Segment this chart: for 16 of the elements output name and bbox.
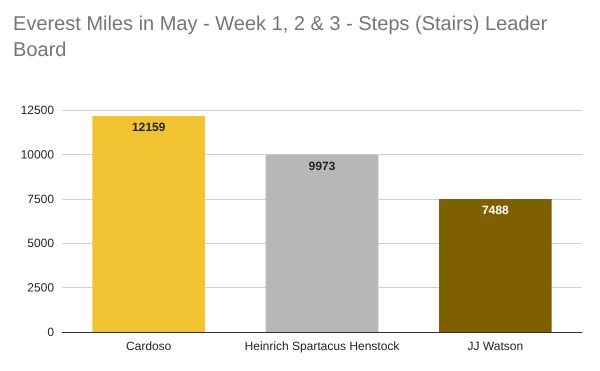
y-tick-label: 0 — [47, 325, 54, 339]
bar — [266, 154, 378, 332]
x-tick-label: Heinrich Spartacus Henstock — [244, 339, 400, 353]
y-tick-label: 2500 — [27, 280, 54, 295]
bar — [92, 116, 205, 332]
data-label: 9973 — [308, 158, 336, 173]
x-tick-label: JJ Watson — [468, 339, 524, 353]
y-tick-label: 7500 — [27, 192, 54, 206]
bar — [439, 199, 552, 332]
y-tick-label: 12500 — [20, 103, 54, 117]
chart-title: Everest Miles in May - Week 1, 2 & 3 - Steps (Stairs) Leader Board — [13, 13, 553, 61]
x-tick-label: Cardoso — [126, 339, 172, 353]
data-label: 12159 — [132, 120, 166, 134]
y-tick-label: 10000 — [20, 147, 54, 162]
data-label: 7488 — [482, 203, 510, 218]
y-tick-label: 5000 — [27, 236, 54, 250]
